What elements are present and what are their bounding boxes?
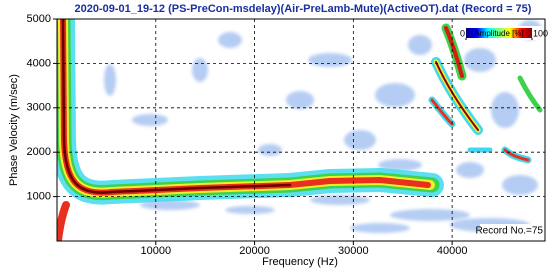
colorbar-tick-label: 0 bbox=[460, 28, 465, 38]
x-tick-label: 30000 bbox=[338, 245, 369, 257]
y-tick-label: 4000 bbox=[27, 57, 51, 69]
colorbar-tick-label: 100 bbox=[533, 28, 548, 38]
y-tick-label: 3000 bbox=[27, 102, 51, 114]
x-axis-label: Frequency (Hz) bbox=[262, 256, 338, 268]
annotation: Record No.=75 bbox=[475, 226, 543, 237]
colorbar: Amplitude [%] 0 100 bbox=[456, 26, 548, 40]
y-tick-label: 1000 bbox=[27, 191, 51, 203]
y-tick-label: 5000 bbox=[27, 13, 51, 25]
chart: 2020-09-01_19-12 (PS-PreCon-msdelay)(Air… bbox=[0, 0, 549, 270]
y-axis-label: Phase Velocity (m/sec) bbox=[8, 74, 20, 186]
chart-title: 2020-09-01_19-12 (PS-PreCon-msdelay)(Air… bbox=[75, 3, 532, 15]
colorbar-label: Amplitude [%] bbox=[474, 29, 523, 38]
x-tick-label: 40000 bbox=[437, 245, 468, 257]
x-tick-label: 20000 bbox=[239, 245, 270, 257]
y-tick-label: 2000 bbox=[27, 146, 51, 158]
x-tick-label: 10000 bbox=[140, 245, 171, 257]
